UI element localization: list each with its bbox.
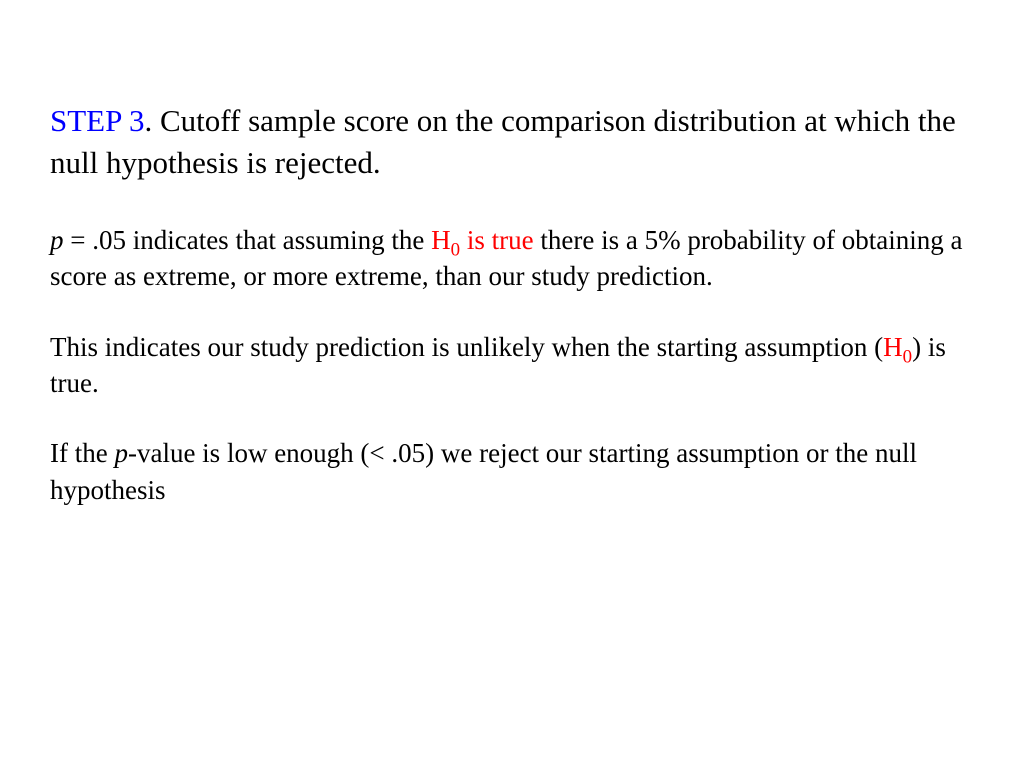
heading-text: . Cutoff sample score on the comparison …	[50, 103, 956, 180]
p-symbol: p	[114, 438, 128, 468]
slide-content: STEP 3. Cutoff sample score on the compa…	[0, 0, 1024, 592]
h-symbol: H	[883, 332, 903, 362]
p-symbol: p	[50, 225, 64, 255]
paragraph-2: This indicates our study prediction is u…	[50, 329, 974, 402]
step-label: STEP 3	[50, 103, 144, 138]
h-symbol: H	[431, 225, 451, 255]
para1-pre: = .05 indicates that assuming the	[64, 225, 432, 255]
h0-symbol: H0	[883, 332, 912, 362]
step-heading: STEP 3. Cutoff sample score on the compa…	[50, 100, 974, 184]
is-true-text: is true	[460, 225, 534, 255]
h-subscript: 0	[451, 239, 460, 260]
para3-post: -value is low enough (< .05) we reject o…	[50, 438, 917, 504]
paragraph-1: p = .05 indicates that assuming the H0 i…	[50, 222, 974, 295]
paragraph-3: If the p-value is low enough (< .05) we …	[50, 435, 974, 508]
para2-pre: This indicates our study prediction is u…	[50, 332, 883, 362]
h-subscript: 0	[903, 346, 912, 367]
para3-pre: If the	[50, 438, 114, 468]
h0-phrase: H0 is true	[431, 225, 533, 255]
